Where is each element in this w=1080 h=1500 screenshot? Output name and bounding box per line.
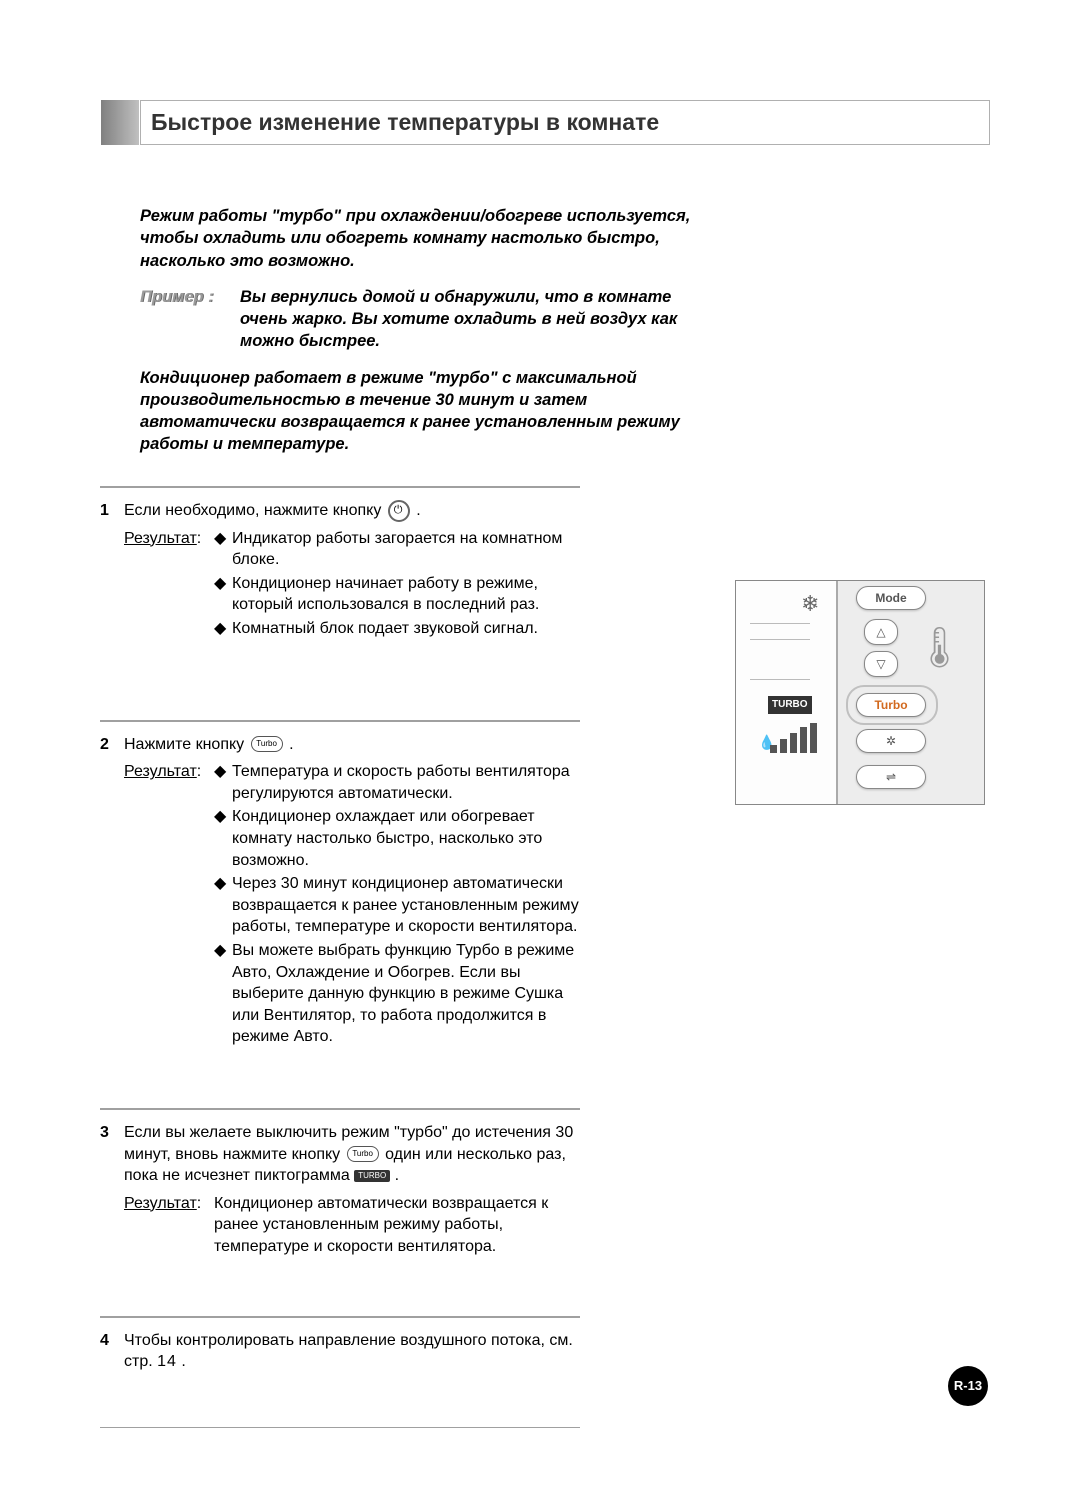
page-title-box: Быстрое изменение температуры в комнате bbox=[140, 100, 990, 145]
bullet-row: ◆Вы можете выбрать функцию Турбо в режим… bbox=[214, 940, 594, 1048]
step-1-result: Результат: ◆Индикатор работы загорается … bbox=[124, 528, 594, 642]
step-2-text-after: . bbox=[289, 736, 293, 753]
separator bbox=[100, 1108, 580, 1110]
triangle-up-icon: △ bbox=[876, 624, 885, 640]
result-label: Результат: bbox=[124, 1193, 214, 1258]
example-body: Вы вернулись домой и обнаружили, что в к… bbox=[240, 286, 720, 353]
bullet-row: ◆Температура и скорость работы вентилято… bbox=[214, 761, 594, 804]
bullet-text: Кондиционер начинает работу в режиме, ко… bbox=[232, 573, 594, 616]
triangle-down-icon: ▽ bbox=[876, 656, 885, 672]
display-line bbox=[750, 639, 810, 640]
result-label: Результат: bbox=[124, 761, 214, 1050]
example-row: Пример : Вы вернулись домой и обнаружили… bbox=[140, 286, 720, 353]
bullet-row: ◆Индикатор работы загорается на комнатно… bbox=[214, 528, 594, 571]
step-number: 1 bbox=[100, 500, 124, 642]
step-1-text: Если необходимо, нажмите кнопку . bbox=[124, 500, 594, 522]
thermometer-icon: 🌡 bbox=[914, 621, 965, 675]
step-4-text: Чтобы контролировать направление воздушн… bbox=[124, 1330, 594, 1373]
remote-display-panel bbox=[736, 581, 836, 804]
turbo-indicator-icon: TURBO bbox=[354, 1170, 390, 1183]
swing-button[interactable]: ⇌ bbox=[856, 765, 926, 789]
bullet-text: Индикатор работы загорается на комнатном… bbox=[232, 528, 594, 571]
bullet-text: Комнатный блок подает звуковой сигнал. bbox=[232, 618, 538, 640]
snowflake-icon: ❄ bbox=[801, 589, 819, 619]
page-title: Быстрое изменение температуры в комнате bbox=[151, 107, 979, 138]
step-3-text: Если вы желаете выключить режим "турбо" … bbox=[124, 1122, 594, 1187]
separator bbox=[100, 486, 580, 488]
bullet-row: ◆Комнатный блок подает звуковой сигнал. bbox=[214, 618, 594, 640]
step-3: 3 Если вы желаете выключить режим "турбо… bbox=[100, 1122, 990, 1258]
bullet-text: Температура и скорость работы вентилятор… bbox=[232, 761, 594, 804]
turbo-indicator-label: TURBO bbox=[768, 696, 812, 714]
remote-control-figure: ❄ TURBO 💧 Mode △ ▽ 🌡 Turbo ✲ ⇌ bbox=[735, 580, 985, 805]
step-4: 4 Чтобы контролировать направление возду… bbox=[100, 1330, 990, 1379]
remote-divider bbox=[836, 581, 838, 804]
fan-button[interactable]: ✲ bbox=[856, 729, 926, 753]
example-label: Пример : bbox=[140, 286, 240, 353]
step-3-result: Результат: Кондиционер автоматически воз… bbox=[124, 1193, 594, 1258]
step-4-text-before: Чтобы контролировать направление воздушн… bbox=[124, 1332, 573, 1371]
turbo-button[interactable]: Turbo bbox=[856, 693, 926, 717]
result-text: Кондиционер автоматически возвращается к… bbox=[214, 1193, 594, 1258]
result-label: Результат: bbox=[124, 528, 214, 642]
bullet-row: ◆Через 30 минут кондиционер автоматическ… bbox=[214, 873, 594, 938]
temp-up-button[interactable]: △ bbox=[864, 619, 898, 645]
bullet-text: Кондиционер охлаждает или обогревает ком… bbox=[232, 806, 594, 871]
fan-icon: ✲ bbox=[886, 733, 896, 749]
step-number: 3 bbox=[100, 1122, 124, 1258]
separator bbox=[100, 1427, 580, 1428]
step-4-text-after: . bbox=[181, 1353, 185, 1370]
bullet-text: Через 30 минут кондиционер автоматически… bbox=[232, 873, 594, 938]
page-number-badge: R-13 bbox=[948, 1366, 988, 1406]
bullet-text: Вы можете выбрать функцию Турбо в режиме… bbox=[232, 940, 594, 1048]
step-2-text-before: Нажмите кнопку bbox=[124, 736, 249, 753]
step-number: 2 bbox=[100, 734, 124, 1050]
step-1-text-after: . bbox=[416, 502, 420, 519]
title-accent-bar bbox=[101, 100, 139, 145]
turbo-button-icon: Turbo bbox=[251, 736, 283, 752]
step-3-text-3: . bbox=[395, 1167, 399, 1184]
step-2-text: Нажмите кнопку Turbo . bbox=[124, 734, 594, 756]
separator bbox=[100, 720, 580, 722]
temp-down-button[interactable]: ▽ bbox=[864, 651, 898, 677]
power-icon bbox=[388, 500, 410, 522]
bullet-row: ◆Кондиционер начинает работу в режиме, к… bbox=[214, 573, 594, 616]
display-line bbox=[750, 679, 810, 680]
swing-icon: ⇌ bbox=[886, 769, 896, 785]
display-line bbox=[750, 623, 810, 624]
intro-paragraph: Режим работы "турбо" при охлаждении/обог… bbox=[140, 205, 720, 272]
fan-speed-bars-icon bbox=[770, 723, 817, 753]
intro-paragraph-2: Кондиционер работает в режиме "турбо" с … bbox=[140, 367, 720, 456]
bullet-row: ◆Кондиционер охлаждает или обогревает ко… bbox=[214, 806, 594, 871]
step-1-text-before: Если необходимо, нажмите кнопку bbox=[124, 502, 386, 519]
step-number: 4 bbox=[100, 1330, 124, 1379]
mode-button[interactable]: Mode bbox=[856, 586, 926, 610]
page-reference: 14 bbox=[157, 1353, 177, 1370]
step-2-result: Результат: ◆Температура и скорость работ… bbox=[124, 761, 594, 1050]
turbo-button-icon: Turbo bbox=[347, 1146, 379, 1162]
separator bbox=[100, 1316, 580, 1318]
